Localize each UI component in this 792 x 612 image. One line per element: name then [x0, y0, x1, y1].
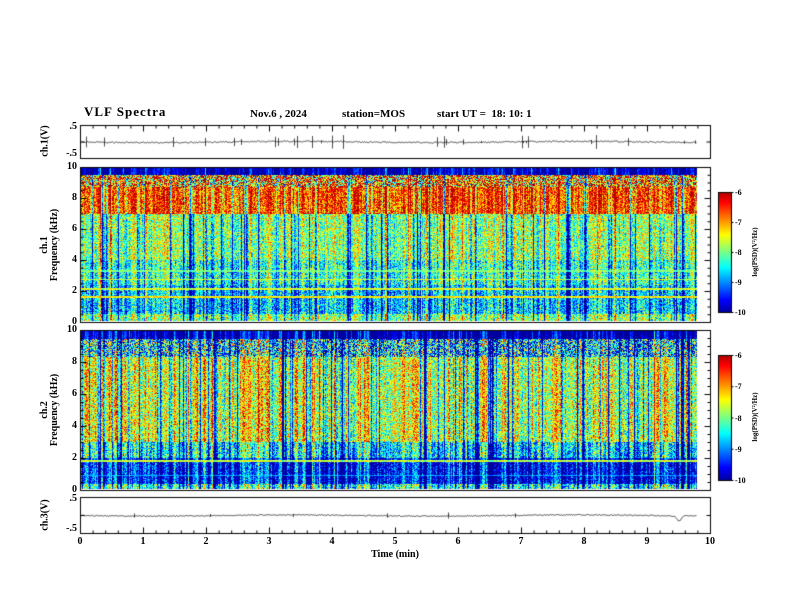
colorbar2-axis-label: log(PSD)(V²/Hz) [751, 392, 759, 442]
colorbar-tick-label: -8 [735, 248, 742, 257]
freq-tick-label: 0 [72, 316, 77, 327]
x-tick-label: 8 [581, 536, 587, 547]
x-tick-label: 5 [392, 536, 398, 547]
colorbar-tick-label: -6 [735, 188, 742, 197]
colorbar-tick-label: -7 [735, 218, 742, 227]
figure-title: VLF Spectra [84, 104, 167, 119]
x-tick-label: 0 [77, 536, 83, 547]
volt-tick-label: .5 [69, 121, 78, 132]
date-label: Nov.6 , 2024 [250, 108, 307, 120]
freq-tick-label: 6 [72, 388, 77, 399]
freq-tick-label: 2 [72, 285, 77, 296]
colorbar-tick-label: -9 [735, 278, 742, 287]
volt-tick-label: -.5 [66, 148, 77, 159]
ch3-voltage-axis-label: ch.3(V) [39, 499, 51, 531]
x-tick-label: 6 [455, 536, 461, 547]
x-tick-label: 2 [203, 536, 209, 547]
x-tick-label: 4 [329, 536, 335, 547]
freq-tick-label: 4 [72, 420, 77, 431]
freq-tick-label: 8 [72, 356, 77, 367]
freq-tick-label: 8 [72, 192, 77, 203]
station-label: station=MOS [342, 108, 406, 120]
colorbar-tick-label: -8 [735, 413, 742, 423]
freq-tick-label: 4 [72, 254, 77, 265]
colorbar-tick-label: -6 [735, 351, 742, 360]
freq-tick-label: 6 [72, 223, 77, 234]
ch1-frequency-axis-label: ch.1 Frequency (kHz) [39, 208, 60, 282]
freq-tick-label: 0 [72, 484, 77, 495]
start-ut-label: start UT = 18: 10: 1 [437, 108, 532, 120]
x-tick-label: 9 [644, 536, 650, 547]
x-tick-label: 7 [518, 536, 524, 547]
colorbar-tick-label: -10 [735, 476, 746, 485]
colorbar1-axis-label: log(PSD)(V²/Hz) [751, 227, 759, 277]
x-tick-label: 1 [140, 536, 146, 547]
x-tick-label: 3 [266, 536, 272, 547]
volt-tick-label: .5 [69, 493, 78, 504]
x-tick-label: 10 [705, 536, 715, 547]
time-axis-label: Time (min) [371, 549, 419, 560]
freq-tick-label: 10 [67, 161, 77, 172]
colorbar-tick-label: -9 [735, 444, 742, 454]
freq-tick-label: 10 [67, 324, 77, 335]
freq-tick-label: 2 [72, 452, 77, 463]
colorbar-tick-label: -7 [735, 382, 742, 392]
volt-tick-label: -.5 [66, 523, 77, 534]
ch1-voltage-axis-label: ch.1(V) [39, 125, 51, 157]
ch2-frequency-axis-label: ch.2 Frequency (kHz) [39, 373, 60, 447]
colorbar-tick-label: -10 [735, 308, 746, 317]
